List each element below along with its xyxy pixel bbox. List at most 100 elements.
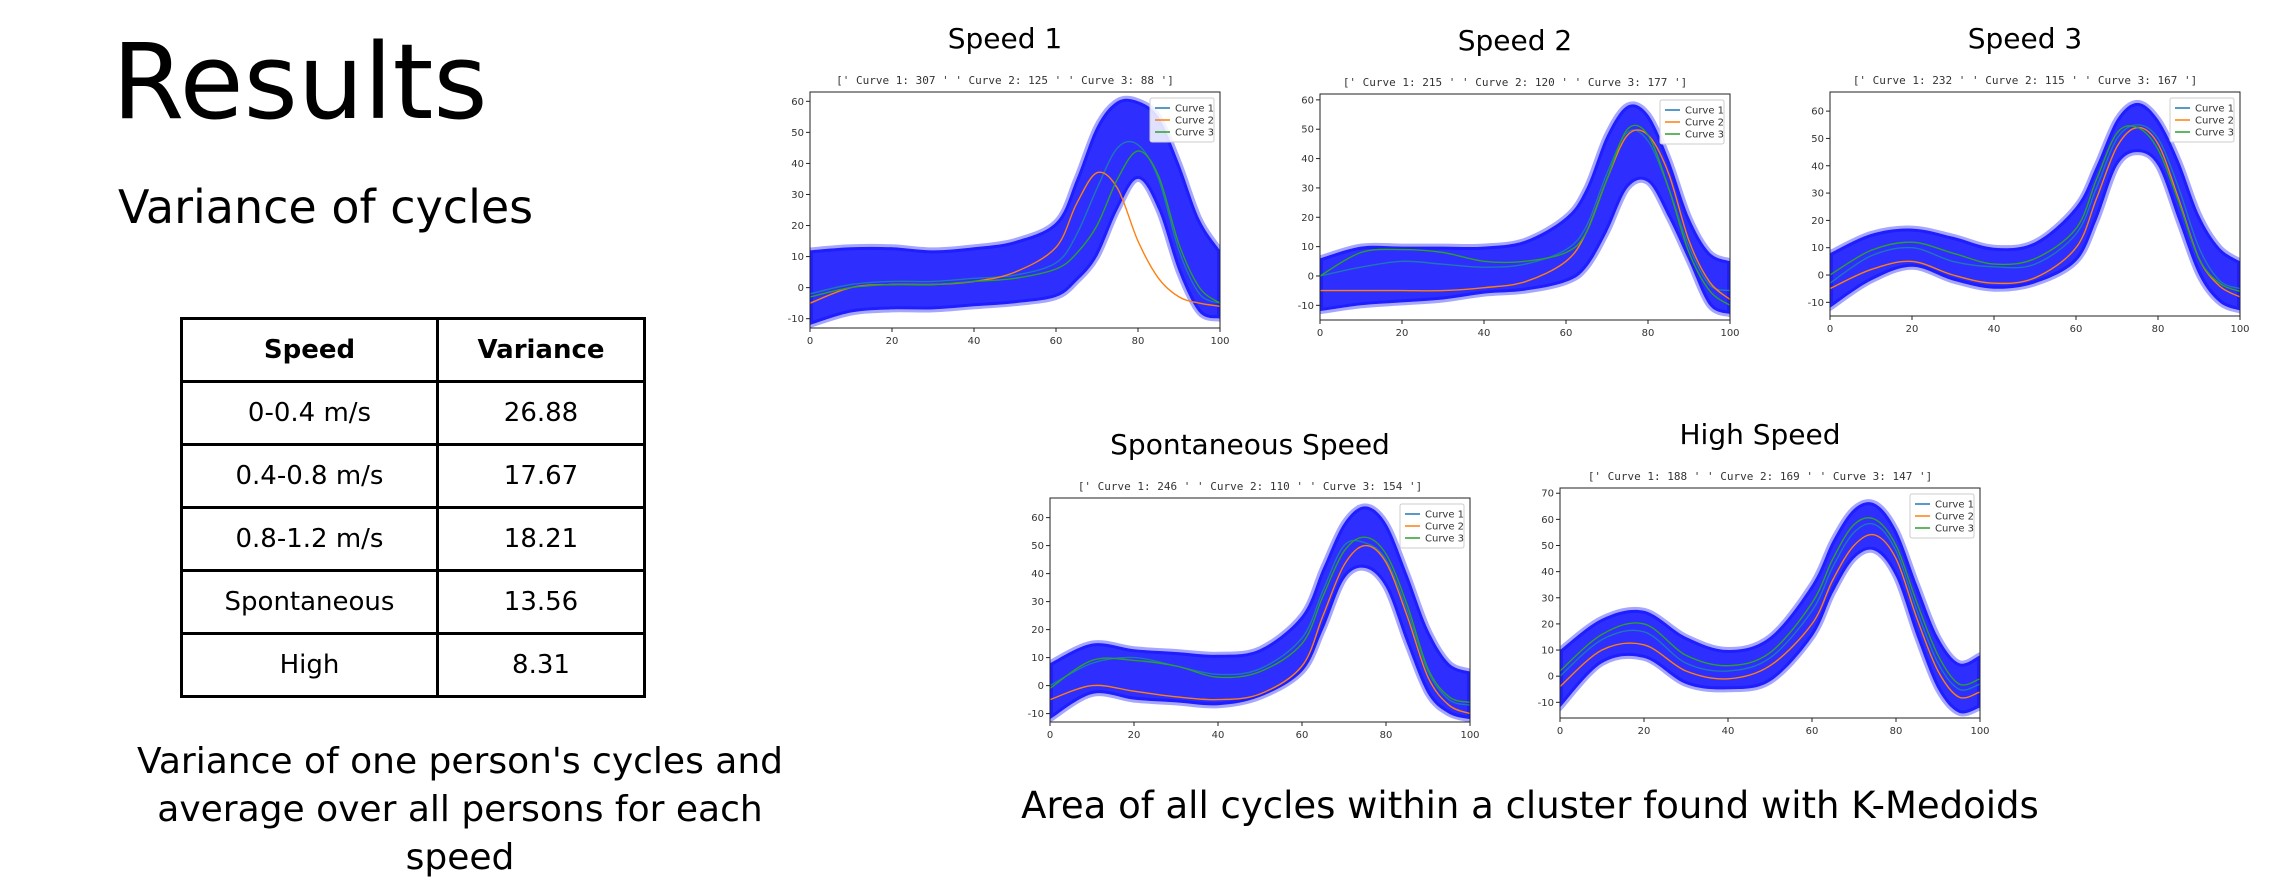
chart-title: Spontaneous Speed bbox=[1110, 428, 1390, 461]
x-tick-label: 20 bbox=[1128, 730, 1141, 741]
y-tick-label: -10 bbox=[1028, 709, 1044, 720]
y-tick-label: 20 bbox=[1541, 619, 1554, 630]
x-tick-label: 0 bbox=[807, 336, 813, 347]
chart-subtitle: [' Curve 1: 232 ' ' Curve 2: 115 ' ' Cur… bbox=[1853, 74, 2197, 87]
table-cell-variance: 17.67 bbox=[436, 443, 646, 509]
slide-subtitle: Variance of cycles bbox=[118, 180, 534, 234]
y-tick-label: 20 bbox=[1031, 625, 1044, 636]
legend-label: Curve 3 bbox=[1425, 534, 1464, 545]
legend-label: Curve 2 bbox=[1685, 118, 1724, 129]
legend-label: Curve 1 bbox=[2195, 104, 2234, 115]
x-tick-label: 0 bbox=[1827, 324, 1833, 335]
chart-svg: Spontaneous Speed [' Curve 1: 246 ' ' Cur… bbox=[1028, 428, 1480, 741]
y-tick-label: 20 bbox=[791, 221, 804, 232]
chart-subtitle: [' Curve 1: 215 ' ' Curve 2: 120 ' ' Cur… bbox=[1343, 76, 1687, 89]
x-tick-label: 60 bbox=[2070, 324, 2083, 335]
y-tick-label: 60 bbox=[1301, 95, 1314, 106]
y-tick-label: -10 bbox=[788, 314, 804, 325]
table-row: High 8.31 bbox=[180, 632, 646, 698]
y-tick-label: 40 bbox=[1301, 154, 1314, 165]
table-cell-variance: 13.56 bbox=[436, 569, 646, 635]
cycle-area-band bbox=[1830, 99, 2240, 314]
legend-label: Curve 2 bbox=[1175, 116, 1214, 127]
y-tick-label: 50 bbox=[1811, 134, 1824, 145]
legend-label: Curve 3 bbox=[1685, 130, 1724, 141]
chart-title: Speed 1 bbox=[948, 22, 1063, 55]
y-tick-label: 30 bbox=[1031, 597, 1044, 608]
y-tick-label: 20 bbox=[1811, 216, 1824, 227]
table-row: 0.4-0.8 m/s 17.67 bbox=[180, 443, 646, 509]
x-tick-label: 100 bbox=[1720, 328, 1739, 339]
y-tick-label: 50 bbox=[1301, 125, 1314, 136]
x-tick-label: 80 bbox=[1380, 730, 1393, 741]
y-tick-label: 40 bbox=[1541, 567, 1554, 578]
chart-svg: Speed 2 [' Curve 1: 215 ' ' Curve 2: 120 … bbox=[1298, 24, 1740, 339]
x-tick-label: 100 bbox=[1460, 730, 1479, 741]
plot-frame bbox=[1559, 487, 1981, 719]
legend-label: Curve 3 bbox=[2195, 128, 2234, 139]
chart-spontaneous-speed: Spontaneous Speed [' Curve 1: 246 ' ' Cur… bbox=[1020, 414, 1480, 754]
y-tick-label: 60 bbox=[1031, 513, 1044, 524]
table-cell-speed: 0.8-1.2 m/s bbox=[180, 506, 439, 572]
x-tick-label: 40 bbox=[1212, 730, 1225, 741]
legend-label: Curve 1 bbox=[1425, 510, 1464, 521]
table-cell-speed: 0.4-0.8 m/s bbox=[180, 443, 439, 509]
chart-subtitle: [' Curve 1: 246 ' ' Curve 2: 110 ' ' Cur… bbox=[1078, 480, 1422, 493]
legend-label: Curve 2 bbox=[1425, 522, 1464, 533]
plot-frame bbox=[1319, 93, 1731, 321]
table-row: Spontaneous 13.56 bbox=[180, 569, 646, 635]
x-tick-label: 20 bbox=[886, 336, 899, 347]
x-tick-label: 80 bbox=[2152, 324, 2165, 335]
table-header-speed: Speed bbox=[180, 317, 439, 383]
legend-label: Curve 3 bbox=[1935, 524, 1974, 535]
series-line-curve-1 bbox=[1050, 539, 1470, 706]
x-tick-label: 80 bbox=[1642, 328, 1655, 339]
x-tick-label: 40 bbox=[1478, 328, 1491, 339]
x-tick-label: 20 bbox=[1638, 726, 1651, 737]
x-tick-label: 80 bbox=[1890, 726, 1903, 737]
x-tick-label: 60 bbox=[1806, 726, 1819, 737]
y-tick-label: 70 bbox=[1541, 489, 1554, 500]
y-tick-label: 10 bbox=[1301, 242, 1314, 253]
series-line-curve-3 bbox=[810, 150, 1220, 304]
series-line-curve-3 bbox=[1050, 536, 1470, 704]
slide-title: Results bbox=[112, 21, 488, 143]
table-row: 0.8-1.2 m/s 18.21 bbox=[180, 506, 646, 572]
cycle-area-band bbox=[1560, 499, 1980, 717]
y-tick-label: 50 bbox=[791, 128, 804, 139]
plot-frame bbox=[1829, 91, 2241, 317]
table-cell-speed: 0-0.4 m/s bbox=[180, 380, 439, 446]
x-tick-label: 0 bbox=[1317, 328, 1323, 339]
x-tick-label: 20 bbox=[1396, 328, 1409, 339]
chart-speed-1: Speed 1 [' Curve 1: 307 ' ' Curve 2: 125 … bbox=[780, 8, 1230, 360]
y-tick-label: 10 bbox=[1541, 646, 1554, 657]
y-tick-label: 10 bbox=[1031, 653, 1044, 664]
chart-svg: Speed 3 [' Curve 1: 232 ' ' Curve 2: 115 … bbox=[1808, 22, 2250, 335]
y-tick-label: -10 bbox=[1808, 298, 1824, 309]
x-tick-label: 0 bbox=[1557, 726, 1563, 737]
legend-label: Curve 1 bbox=[1175, 104, 1214, 115]
x-tick-label: 40 bbox=[968, 336, 981, 347]
y-tick-label: 60 bbox=[791, 97, 804, 108]
x-tick-label: 60 bbox=[1560, 328, 1573, 339]
legend-label: Curve 2 bbox=[1935, 512, 1974, 523]
plot-frame bbox=[1049, 497, 1471, 723]
table-caption: Variance of one person's cycles and aver… bbox=[137, 741, 783, 878]
y-tick-label: 40 bbox=[1811, 161, 1824, 172]
y-tick-label: 40 bbox=[1031, 569, 1044, 580]
y-tick-label: 40 bbox=[791, 159, 804, 170]
chart-svg: High Speed [' Curve 1: 188 ' ' Curve 2: 1… bbox=[1538, 418, 1990, 737]
table-header-row: Speed Variance bbox=[180, 317, 646, 383]
series-line-curve-2 bbox=[1050, 544, 1470, 715]
table-header-variance: Variance bbox=[436, 317, 646, 383]
x-tick-label: 80 bbox=[1132, 336, 1145, 347]
legend-label: Curve 1 bbox=[1935, 500, 1974, 511]
chart-subtitle: [' Curve 1: 307 ' ' Curve 2: 125 ' ' Cur… bbox=[836, 74, 1174, 87]
y-tick-label: 0 bbox=[1308, 271, 1314, 282]
charts-caption: Area of all cycles within a cluster foun… bbox=[1021, 784, 2039, 827]
chart-speed-2: Speed 2 [' Curve 1: 215 ' ' Curve 2: 120 … bbox=[1290, 10, 1740, 352]
y-tick-label: 20 bbox=[1301, 213, 1314, 224]
